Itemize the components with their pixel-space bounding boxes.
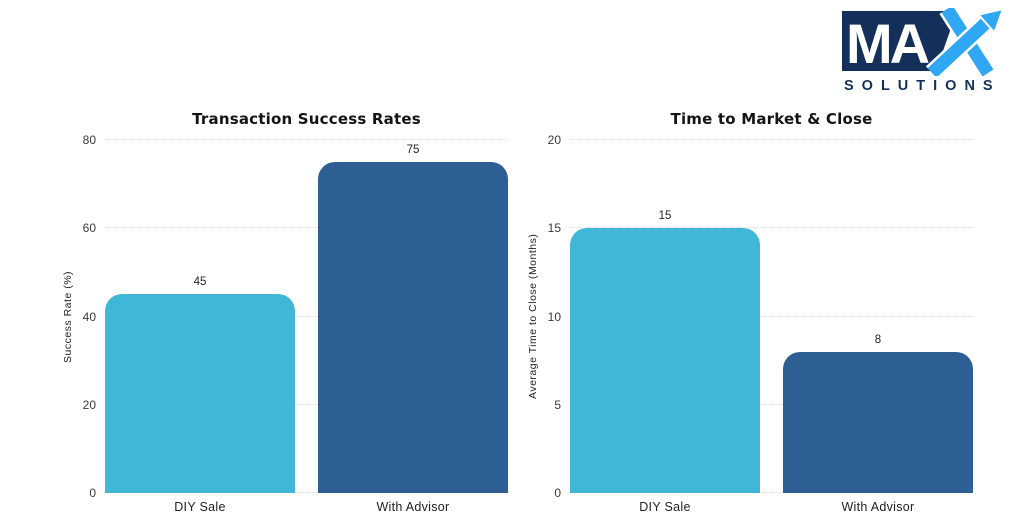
gridline-y-5 <box>570 403 973 405</box>
y-tick-label-15: 15 <box>547 221 561 236</box>
x-ascending-stroke <box>927 16 993 76</box>
bar-value-label-with-advisor: 75 <box>406 143 420 156</box>
logo-ma-text: MA <box>846 12 929 75</box>
logo-navy-block <box>842 11 957 71</box>
bar-value-label-diy-sale: 45 <box>193 275 207 288</box>
bar-with-advisor <box>318 162 508 493</box>
chart-time-to-market-and-close: Time to Market & Close Average Time to C… <box>512 96 1024 515</box>
x-axis-label-with-advisor: With Advisor <box>841 500 915 514</box>
y-tick-label-40: 40 <box>82 309 96 324</box>
x-axis-label-diy-sale: DIY Sale <box>639 500 691 514</box>
y-tick-label-20: 20 <box>547 133 561 147</box>
max-logo-mark: MA <box>842 8 1005 76</box>
y-tick-label-80: 80 <box>82 133 96 147</box>
gridline-y-80 <box>105 139 508 140</box>
arrowhead-icon <box>976 8 1005 35</box>
gridline-y-40 <box>105 315 508 317</box>
y-tick-label-0: 0 <box>554 486 561 500</box>
bar-with-advisor <box>783 352 973 493</box>
y-tick-label-60: 60 <box>82 221 96 236</box>
gridline-y-20 <box>570 139 973 140</box>
y-tick-label-10: 10 <box>547 309 561 324</box>
plot-area: 0 20 40 60 80 45 DIY Sale 75 With Advisor <box>83 134 508 514</box>
plot-area: 0 5 10 15 20 15 DIY Sale 8 With Advisor <box>548 134 973 514</box>
x-axis-label-diy-sale: DIY Sale <box>174 500 226 514</box>
x-axis-label-with-advisor: With Advisor <box>376 500 450 514</box>
gridline-y-60 <box>105 227 508 229</box>
gridline-y-0 <box>105 492 508 493</box>
y-tick-label-5: 5 <box>554 397 561 412</box>
bar-value-label-with-advisor: 8 <box>874 333 882 346</box>
gridline-y-20 <box>105 403 508 405</box>
y-axis-label: Average Time to Close (Months) <box>527 233 539 400</box>
gridline-y-0 <box>570 492 973 493</box>
chart-title: Transaction Success Rates <box>192 110 421 129</box>
y-axis-label: Success Rate (%) <box>62 270 74 363</box>
chart-transaction-success-rates: Transaction Success Rates Success Rate (… <box>0 96 512 515</box>
y-tick-label-20: 20 <box>82 397 96 412</box>
gridline-y-10 <box>570 315 973 317</box>
max-solutions-logo: MA SOLUTIONS <box>842 8 1010 94</box>
bar-diy-sale <box>570 228 760 493</box>
bar-diy-sale <box>105 294 295 493</box>
logo-subtitle: SOLUTIONS <box>844 78 1001 94</box>
gridline-y-15 <box>570 227 973 229</box>
chart-title: Time to Market & Close <box>670 110 873 129</box>
bar-value-label-diy-sale: 15 <box>658 209 672 222</box>
y-tick-label-0: 0 <box>89 486 96 500</box>
